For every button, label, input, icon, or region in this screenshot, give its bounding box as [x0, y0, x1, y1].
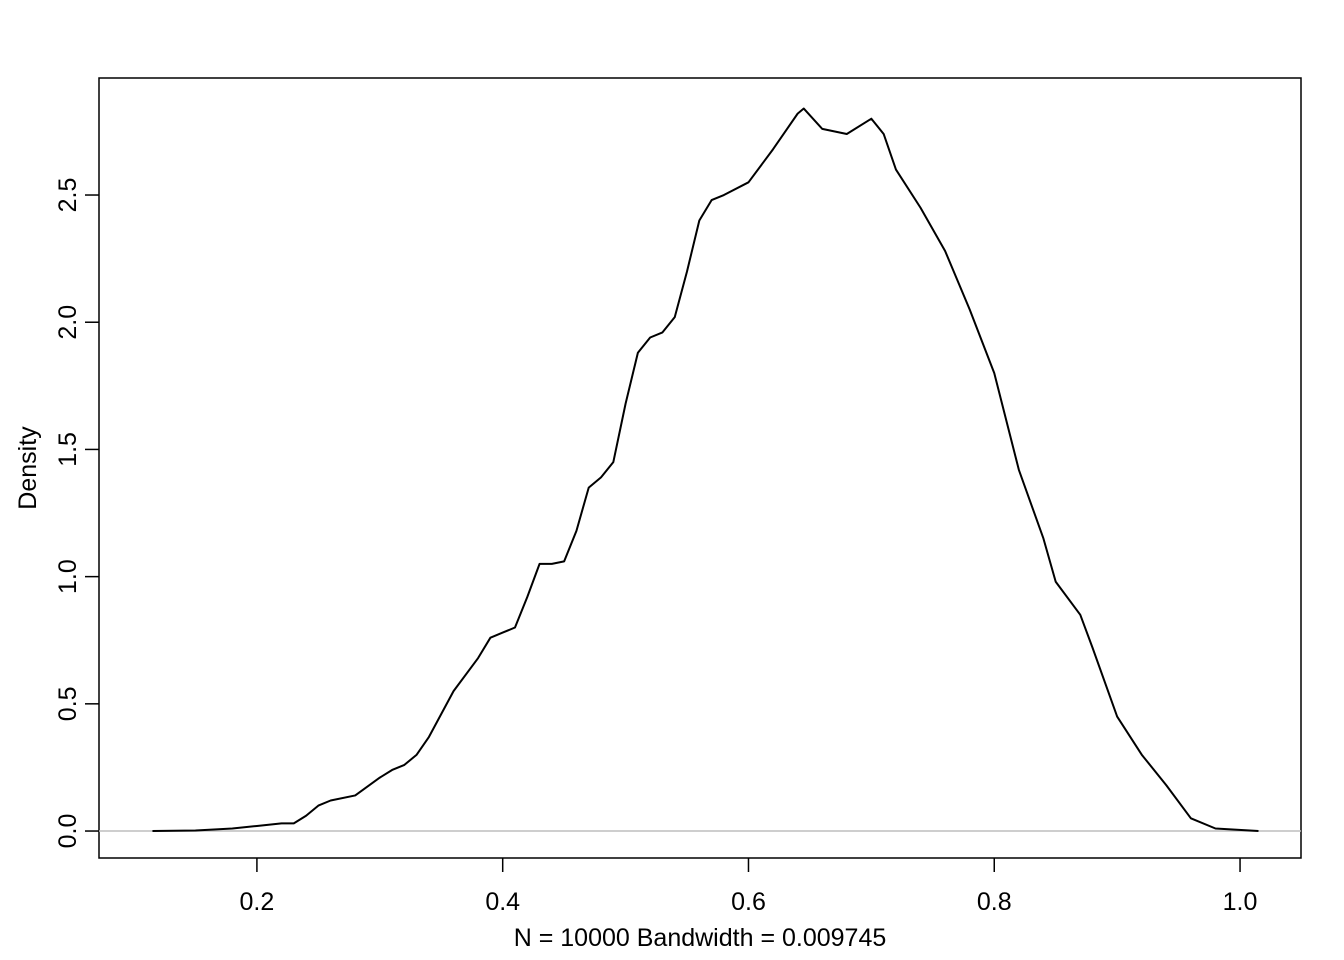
y-tick-label: 2.0 — [54, 305, 82, 340]
x-axis-label: N = 10000 Bandwidth = 0.009745 — [514, 924, 887, 952]
y-tick-label: 0.0 — [54, 814, 82, 849]
plot-frame — [98, 77, 1302, 859]
y-tick-label: 0.5 — [54, 686, 82, 721]
y-axis-label: Density — [14, 426, 42, 510]
x-tick-label: 1.0 — [1223, 888, 1258, 916]
density-line — [152, 107, 1259, 833]
x-tick-label: 0.2 — [240, 888, 275, 916]
y-tick-label: 2.5 — [54, 178, 82, 213]
y-tick-label: 1.5 — [54, 432, 82, 467]
x-tick-label: 0.8 — [977, 888, 1012, 916]
y-tick-label: 1.0 — [54, 559, 82, 594]
x-tick-label: 0.4 — [485, 888, 520, 916]
x-tick-label: 0.6 — [731, 888, 766, 916]
